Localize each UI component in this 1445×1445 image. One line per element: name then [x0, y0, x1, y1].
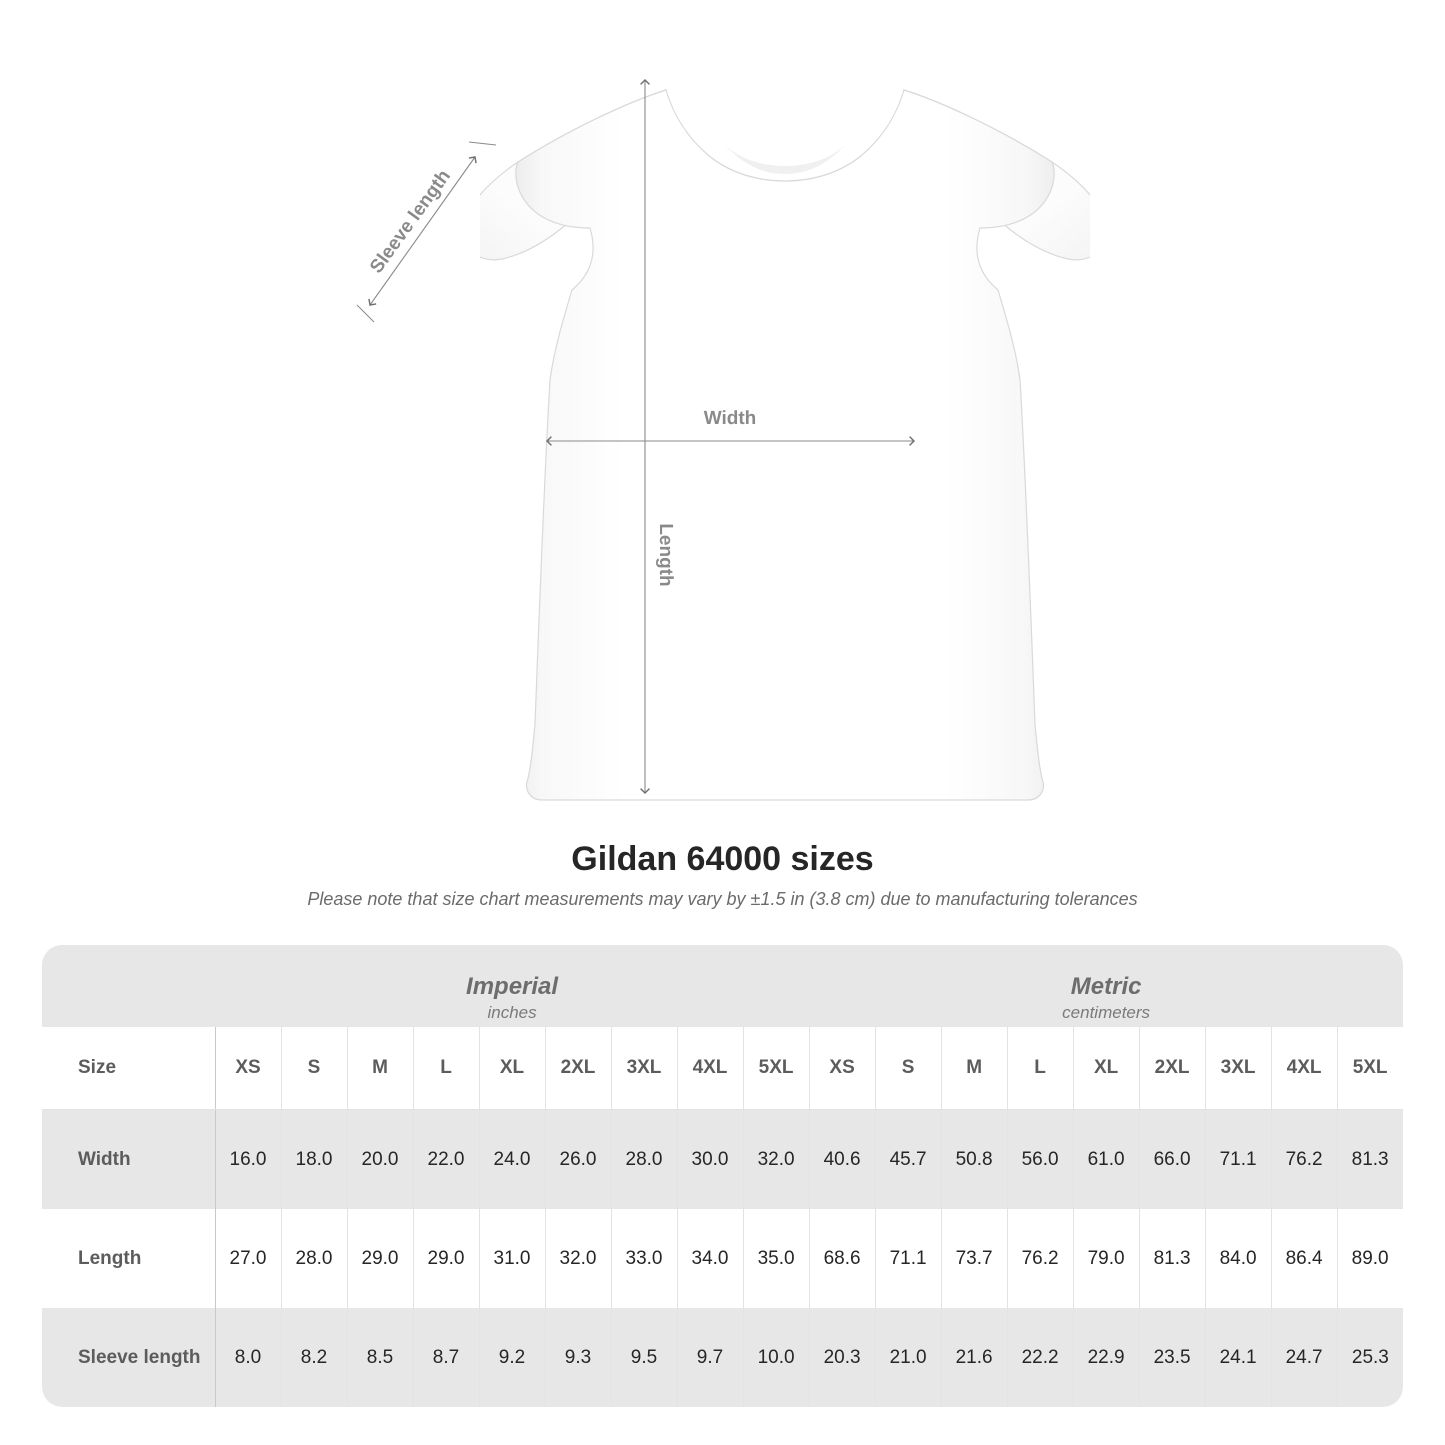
svg-text:Length: Length — [655, 523, 676, 586]
svg-text:Sleeve length: Sleeve length — [366, 166, 455, 277]
svg-text:Width: Width — [704, 408, 757, 429]
